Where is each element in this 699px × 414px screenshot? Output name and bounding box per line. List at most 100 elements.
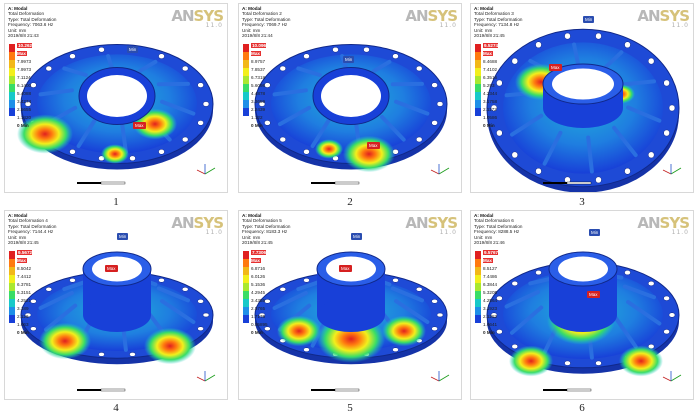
legend-value: 2.2439 <box>251 107 266 112</box>
legend-swatch <box>475 267 481 275</box>
legend-swatch <box>9 315 15 323</box>
legend-swatch <box>475 92 481 100</box>
result-info: A: Modal Total Deformation 5 Type: Total D… <box>242 213 290 245</box>
legend-value: 0 Min <box>17 330 29 335</box>
legend-swatch <box>243 100 249 108</box>
logo-an: AN <box>637 214 660 232</box>
legend-swatch <box>475 299 481 307</box>
legend-value: 7.4412 <box>17 274 32 279</box>
min-tag: Min <box>127 46 139 53</box>
max-tag: Max <box>105 265 118 272</box>
logo-sys: SYS <box>193 214 224 232</box>
min-tag: Min <box>351 233 363 240</box>
legend-bar <box>9 44 15 116</box>
legend-swatch <box>9 307 15 315</box>
legend-value: 4.2564 <box>483 298 498 303</box>
legend-swatch <box>9 60 15 68</box>
ansys-logo: ANSYS 11.0 <box>637 7 690 29</box>
legend-value: 1.063 <box>17 322 29 327</box>
type-label: Total Deformation 5 <box>242 218 282 224</box>
date-line: 2019/8/8 21:45 <box>8 240 39 246</box>
legend-swatch <box>475 283 481 291</box>
type-line: Type: Total Deformation <box>242 16 291 22</box>
legend-swatch <box>243 283 249 291</box>
legend-value: 3.4355 <box>251 298 266 303</box>
legend-value: 9.5672 Max <box>17 250 33 263</box>
legend-value: 0.85895 <box>251 322 268 327</box>
legend-value: 9.5767 Max <box>483 250 499 263</box>
legend-value: 5.1536 <box>251 282 266 287</box>
legend-value: 2.126 <box>17 314 29 319</box>
legend-value: 5.3151 <box>17 290 32 295</box>
legend-swatch <box>475 100 481 108</box>
legend-swatch <box>243 68 249 76</box>
legend-value: 10.262 Max <box>17 43 33 56</box>
title: A: Modal <box>474 213 494 218</box>
legend-swatch <box>475 68 481 76</box>
legend-labels: 10.096 Max 8.9757 7.8537 6.7318 5.6098 4.4878… <box>251 42 267 130</box>
frequency-line: Frequency: 8288.5 Hz <box>474 229 520 235</box>
panel-caption: 3 <box>579 196 585 208</box>
logo-sys: SYS <box>659 7 690 25</box>
legend-swatch <box>9 92 15 100</box>
legend-swatch <box>243 60 249 68</box>
title: A: Modal <box>242 6 262 11</box>
logo-sys: SYS <box>427 214 458 232</box>
logo-name: ANSYS <box>637 7 690 25</box>
result-info: A: Modal Total Deformation 4 Type: Total D… <box>8 213 56 245</box>
title: A: Modal <box>8 6 28 11</box>
legend-value: 3.4274 <box>17 99 32 104</box>
logo-version: 11.0 <box>671 229 689 236</box>
type-label: Total Deformation 4 <box>8 218 48 224</box>
logo-name: ANSYS <box>637 214 690 232</box>
legend-value: 6.3844 <box>483 282 498 287</box>
legend-swatch <box>9 259 15 267</box>
logo-version: 11.0 <box>671 22 689 29</box>
legend-value: 8.5127 <box>483 266 498 271</box>
title: A: Modal <box>242 213 262 218</box>
legend-value: 0 Min <box>251 123 263 128</box>
legend-value: 1.1420 <box>17 115 32 120</box>
legend-value: 0 Min <box>483 330 495 335</box>
panel-caption: 6 <box>579 402 585 414</box>
legend-value: 7.1124 <box>17 75 31 80</box>
unit-line: Unit: mm <box>474 234 493 240</box>
legend-value: 5.4088 <box>17 91 32 96</box>
legend-value: 6.3516 <box>483 75 498 80</box>
legend-bar <box>475 44 481 116</box>
legend-value: 6.3781 <box>17 282 32 287</box>
legend-value: 3.189 <box>17 306 29 311</box>
frequency-line: Frequency: 7069.7 Hz <box>242 22 288 28</box>
unit-line: Unit: mm <box>8 27 27 33</box>
result-panel-6: A: Modal Total Deformation 6 Type: Total D… <box>470 210 694 400</box>
legend-value: 9.5274 Max <box>483 43 499 56</box>
legend-swatch <box>243 275 249 283</box>
legend-value: 7.8537 <box>251 67 266 72</box>
legend-swatch <box>243 259 249 267</box>
deformation-render <box>486 251 682 392</box>
legend-swatch <box>9 299 15 307</box>
legend-value: 1.0586 <box>483 115 498 120</box>
frequency-line: Frequency: 7144.4 Hz <box>8 229 54 235</box>
panel-caption: 4 <box>113 402 119 414</box>
legend-swatch <box>243 108 249 116</box>
ansys-logo: ANSYS 11.0 <box>171 7 224 29</box>
date-line: 2019/8/8 21:44 <box>242 33 273 39</box>
legend-swatch <box>475 84 481 92</box>
date-line: 2019/8/8 21:45 <box>474 33 505 39</box>
legend-value: 7.4486 <box>483 274 498 279</box>
legend-value: 0 Min <box>483 123 495 128</box>
legend-swatch <box>9 251 15 259</box>
unit-line: Unit: mm <box>242 234 261 240</box>
legend-value: 6.7318 <box>251 75 266 80</box>
legend-bar <box>243 44 249 116</box>
deformation-render <box>254 43 450 185</box>
frequency-line: Frequency: 7063.6 Hz <box>8 22 54 28</box>
ansys-logo: ANSYS 11.0 <box>405 214 458 236</box>
type-label: Total Deformation <box>8 11 45 17</box>
ansys-logo: ANSYS 11.0 <box>171 214 224 236</box>
type-line: Type: Total Deformation <box>242 223 291 229</box>
legend-labels: 9.5274 Max 8.4688 7.4102 6.3516 5.293 4.2344 3… <box>483 42 499 130</box>
min-tag: Min <box>589 229 601 236</box>
legend-labels: 9.5672 Max 8.5042 7.4412 6.3781 5.3151 4.2521… <box>17 249 33 337</box>
